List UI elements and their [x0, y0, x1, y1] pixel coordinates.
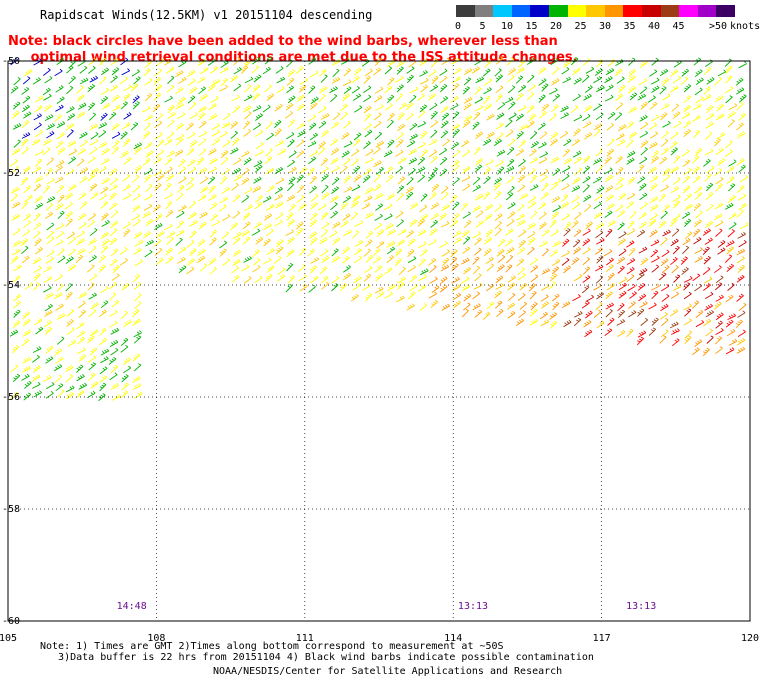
colorbar-label: 10: [500, 21, 514, 32]
footnote: Note: 1) Times are GMT 2)Times along bot…: [40, 641, 594, 663]
wind-barb-group: [428, 228, 747, 357]
colorbar-label: 5: [479, 21, 486, 32]
colorbar-swatch: [474, 5, 494, 17]
colorbar-swatch: [716, 5, 736, 17]
latitude-tick-label: -60: [2, 616, 20, 627]
colorbar-swatch: [549, 5, 569, 17]
longitude-tick-label: 117: [593, 633, 611, 644]
colorbar-swatch: [642, 5, 662, 17]
colorbar-swatch: [586, 5, 606, 17]
measurement-time-label: 14:48: [117, 601, 147, 612]
colorbar-swatch: [679, 5, 699, 17]
colorbar-swatch: [530, 5, 550, 17]
wind-barb-group: [562, 228, 746, 355]
colorbar-swatch: [604, 5, 624, 17]
measurement-times: 14:48 13:13 13:13: [117, 601, 657, 612]
axis-ticks: 105 108 111 114 117 120 -50 -52 -54 -56 -58 -60: [0, 56, 759, 644]
colorbar-swatch: [493, 5, 513, 17]
longitude-tick-label: 114: [444, 633, 462, 644]
colorbar-swatch: [511, 5, 531, 17]
latitude-tick-label: -54: [2, 280, 20, 291]
colorbar-label: >50: [708, 21, 728, 32]
colorbar-units: knots: [730, 21, 760, 32]
colorbar-swatch: [456, 5, 476, 17]
colorbar-label: 25: [574, 21, 587, 32]
wind-barb-group: [561, 228, 747, 344]
footnote-line-1: Note: 1) Times are GMT 2)Times along bot…: [40, 641, 504, 652]
longitude-tick-label: 120: [741, 633, 759, 644]
wind-barb-group: [9, 57, 749, 401]
latitude-tick-label: -50: [2, 56, 20, 67]
colorbar-label: 40: [647, 21, 661, 32]
latitude-tick-label: -56: [2, 392, 20, 403]
longitude-tick-label: 111: [296, 633, 314, 644]
colorbar-label: 45: [672, 21, 685, 32]
longitude-tick-label: 105: [0, 633, 17, 644]
colorbar-label: 35: [623, 21, 636, 32]
lat-lon-grid: [7, 60, 751, 622]
measurement-time-label: 13:13: [626, 601, 656, 612]
colorbar-label: 20: [549, 21, 563, 32]
latitude-tick-label: -52: [2, 168, 20, 179]
wind-barbs: [9, 56, 749, 402]
colorbar-swatch: [697, 5, 717, 17]
footnote-line-2: 3)Data buffer is 22 hrs from 20151104 4)…: [40, 652, 594, 663]
map-title: Rapidscat Winds(12.5KM) v1 20151104 desc…: [40, 8, 373, 22]
wind-barb-group: [11, 56, 746, 346]
colorbar-swatch: [660, 5, 680, 17]
colorbar-label: 30: [598, 21, 612, 32]
colorbar-swatch: [623, 5, 643, 17]
note-line-1: Note: black circles have been added to t…: [8, 34, 558, 49]
colorbar-label: 0: [454, 21, 462, 32]
longitude-tick-label: 108: [147, 633, 165, 644]
colorbar-label: 15: [525, 21, 538, 32]
latitude-tick-label: -58: [2, 504, 20, 515]
wind-barb-group: [9, 56, 748, 402]
measurement-time-label: 13:13: [458, 601, 488, 612]
colorbar-swatch: [567, 5, 587, 17]
credit-line: NOAA/NESDIS/Center for Satellite Applica…: [213, 666, 563, 677]
